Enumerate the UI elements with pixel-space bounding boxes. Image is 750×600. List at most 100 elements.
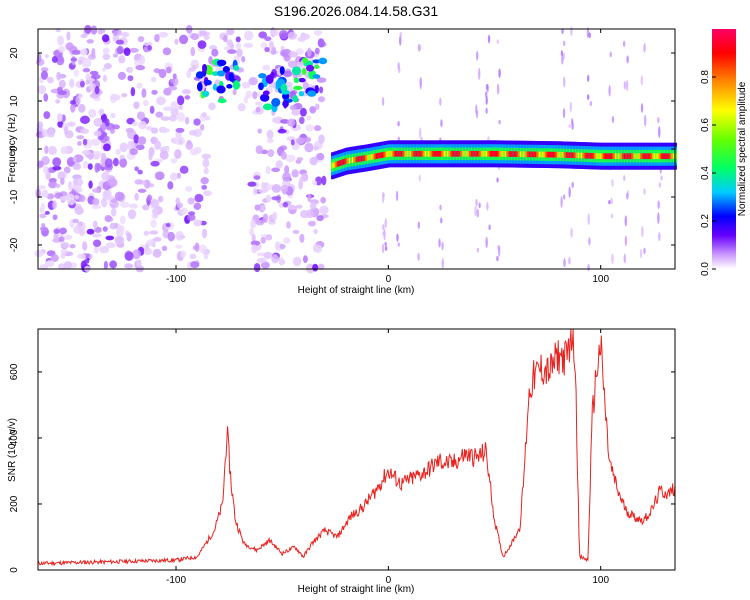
ridge-core [646,153,649,160]
noise-speck [79,115,90,124]
noise-speck [319,205,329,215]
noise-speck [254,101,263,106]
snr-x-ticks: -100 0 100 [166,329,609,586]
ridge-core [418,150,422,157]
noise-speck [53,232,59,240]
ridge-core [549,151,553,158]
noise-speck [309,106,317,114]
noise-speck [208,102,216,111]
noise-speck [188,129,197,136]
noise-speck [307,194,312,203]
ridge-core [490,150,493,157]
noise-speck [128,66,133,74]
noise-speck [119,201,130,208]
noise-speck [56,55,65,66]
noise-speck [123,47,131,57]
noise-speck [101,152,107,163]
streak-speck [611,178,614,187]
ridge-core [580,152,584,159]
ridge-core [589,152,593,159]
ridge-core [342,159,346,165]
signal-blob [318,57,328,65]
ridge-core [640,153,643,160]
noise-speck [89,83,96,91]
ridge-core [564,152,567,158]
noise-speck [290,139,295,146]
signal-blob [292,95,299,103]
ridge-core [436,150,440,157]
ridge-core [631,153,634,160]
streak-speck [381,191,385,204]
signal-blob [233,65,240,71]
signal-blob [271,97,281,107]
signal-blob [301,67,307,76]
noise-speck [254,204,261,211]
noise-speck [134,192,139,201]
ridge-core [632,153,636,160]
noise-speck [93,130,102,137]
noise-speck [266,129,274,140]
noise-speck [61,114,66,122]
noise-speck [102,226,108,232]
noise-speck [303,136,312,143]
y-tick-label: 600 [9,363,20,380]
noise-speck [138,120,147,130]
ridge-core [656,153,660,160]
ridge-core [482,150,486,157]
streak-speck [381,243,385,254]
noise-speck [309,156,318,166]
ridge-core [354,156,358,163]
noise-speck [130,87,136,97]
noise-speck [114,191,125,201]
snr-y-ticks: 0 200 400 600 [9,363,675,573]
noise-speck [105,235,115,241]
noise-speck [66,31,71,41]
ridge-core [484,150,487,157]
signal-blob [212,83,218,91]
signal-blob [226,84,233,89]
ridge-core [333,161,337,168]
streak-speck [418,174,421,182]
ridge-core [350,157,353,164]
noise-speck [291,109,301,116]
ridge-core [463,150,466,157]
noise-speck [148,152,153,161]
ridge-core [527,151,530,158]
noise-speck [161,245,168,252]
ridge-core [412,150,416,157]
signal-blob [283,100,288,109]
streak-speck [384,241,387,247]
noise-speck [127,140,136,151]
streak-speck [563,258,566,268]
noise-speck [40,202,46,212]
noise-speck [104,214,112,222]
noise-speck [109,128,115,134]
ridge-core [455,150,459,157]
noise-speck [270,28,279,37]
noise-speck [57,35,64,46]
ridge-core [493,150,496,157]
ridge-core [638,153,642,160]
noise-speck [53,228,61,234]
noise-speck [316,152,325,161]
streak-speck [611,115,615,124]
streak-speck [485,236,488,249]
ridge-core [583,152,587,159]
ridge-core [521,151,524,158]
ridge-core [368,154,371,161]
noise-speck [232,88,237,96]
ridge-core [601,153,605,160]
ridge-core [588,152,591,159]
noise-speck [201,153,212,160]
ridge-core [620,153,624,160]
y-tick-label: 200 [9,495,20,512]
ridge-core [369,154,373,161]
ridge-core [666,153,670,160]
noise-speck [94,162,99,173]
ridge-core [565,152,569,158]
noise-speck [318,134,325,144]
ridge-core [348,157,352,164]
ridge-core [409,150,413,157]
noise-speck [283,70,293,78]
ridge-core [641,153,645,160]
